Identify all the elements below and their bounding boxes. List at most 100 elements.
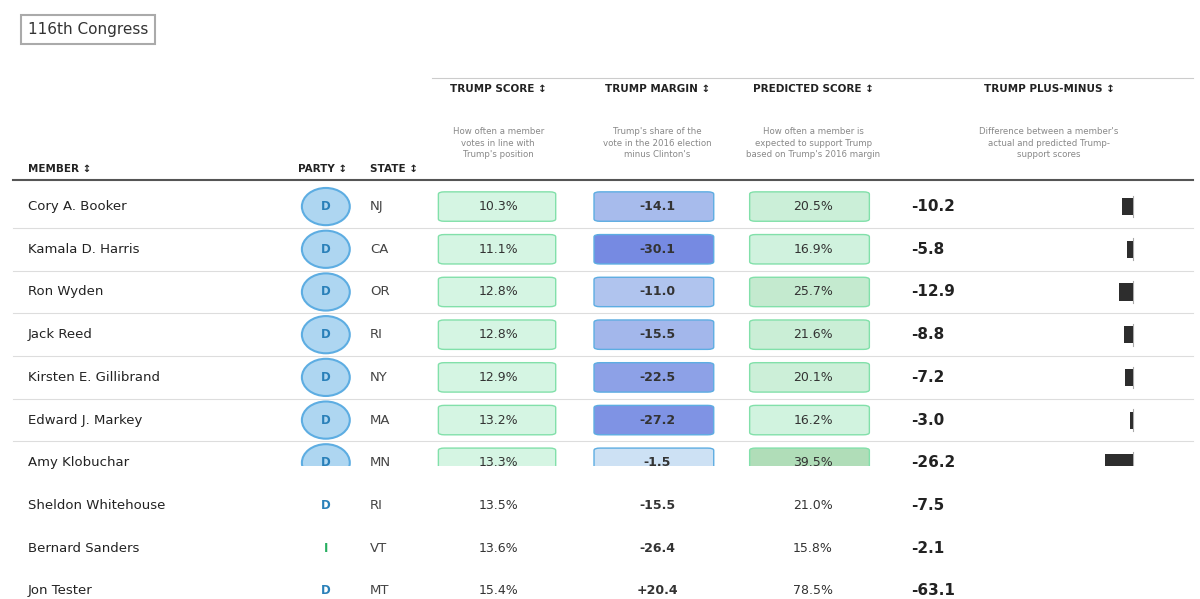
Text: VT: VT (370, 541, 388, 555)
Text: -15.5: -15.5 (640, 328, 676, 341)
Text: -26.4: -26.4 (640, 541, 676, 555)
Text: 15.8%: 15.8% (793, 541, 833, 555)
FancyBboxPatch shape (438, 406, 556, 435)
Text: PARTY ↕: PARTY ↕ (299, 164, 348, 174)
Text: D: D (320, 243, 331, 256)
Text: -5.8: -5.8 (911, 242, 944, 257)
Ellipse shape (302, 487, 349, 524)
Text: -11.0: -11.0 (640, 286, 676, 298)
FancyBboxPatch shape (438, 491, 556, 520)
Text: 13.2%: 13.2% (479, 413, 518, 426)
Text: 20.1%: 20.1% (793, 371, 833, 384)
Text: CA: CA (370, 243, 389, 256)
Text: 21.6%: 21.6% (793, 328, 833, 341)
Text: -30.1: -30.1 (640, 243, 676, 256)
Text: -3.0: -3.0 (911, 413, 944, 428)
FancyBboxPatch shape (438, 534, 556, 563)
FancyBboxPatch shape (438, 192, 556, 221)
Text: 13.3%: 13.3% (479, 456, 518, 469)
Text: -12.9: -12.9 (911, 285, 955, 300)
Text: +20.4: +20.4 (637, 585, 678, 597)
Text: D: D (320, 371, 331, 384)
FancyBboxPatch shape (750, 448, 869, 477)
Text: MEMBER ↕: MEMBER ↕ (28, 164, 91, 174)
FancyBboxPatch shape (1067, 582, 1133, 599)
Text: 25.7%: 25.7% (793, 286, 833, 298)
FancyBboxPatch shape (594, 534, 714, 563)
Text: D: D (320, 413, 331, 426)
Text: D: D (320, 499, 331, 512)
Text: Cory A. Booker: Cory A. Booker (28, 200, 126, 213)
Text: -10.2: -10.2 (911, 199, 955, 214)
FancyBboxPatch shape (1122, 198, 1133, 215)
FancyBboxPatch shape (750, 491, 869, 520)
FancyBboxPatch shape (1130, 540, 1133, 556)
FancyBboxPatch shape (1123, 326, 1133, 343)
FancyBboxPatch shape (750, 192, 869, 221)
Text: -26.2: -26.2 (911, 455, 955, 470)
FancyBboxPatch shape (750, 320, 869, 349)
Text: 21.0%: 21.0% (793, 499, 833, 512)
FancyBboxPatch shape (1126, 369, 1133, 386)
Text: -22.5: -22.5 (640, 371, 676, 384)
Text: D: D (320, 456, 331, 469)
Ellipse shape (302, 530, 349, 567)
FancyBboxPatch shape (750, 362, 869, 392)
FancyBboxPatch shape (1127, 241, 1133, 258)
Text: NJ: NJ (370, 200, 384, 213)
FancyBboxPatch shape (438, 576, 556, 599)
Text: 10.3%: 10.3% (479, 200, 518, 213)
Text: How often a member is
expected to support Trump
based on Trump's 2016 margin: How often a member is expected to suppor… (746, 127, 880, 159)
Text: 16.2%: 16.2% (793, 413, 833, 426)
Text: D: D (320, 200, 331, 213)
FancyBboxPatch shape (594, 277, 714, 307)
Ellipse shape (302, 572, 349, 599)
Text: 12.9%: 12.9% (479, 371, 518, 384)
Text: D: D (320, 286, 331, 298)
Text: TRUMP MARGIN ↕: TRUMP MARGIN ↕ (605, 84, 710, 94)
Text: -63.1: -63.1 (911, 583, 955, 598)
Text: -14.1: -14.1 (640, 200, 676, 213)
FancyBboxPatch shape (594, 448, 714, 477)
Text: 39.5%: 39.5% (793, 456, 833, 469)
Text: 13.5%: 13.5% (479, 499, 518, 512)
Text: -1.5: -1.5 (643, 456, 671, 469)
Text: 11.1%: 11.1% (479, 243, 518, 256)
Text: 116th Congress: 116th Congress (28, 22, 148, 37)
Text: MT: MT (370, 585, 390, 597)
Text: 78.5%: 78.5% (793, 585, 833, 597)
Text: 12.8%: 12.8% (479, 328, 518, 341)
Text: -8.8: -8.8 (911, 327, 944, 342)
Text: 12.8%: 12.8% (479, 286, 518, 298)
Text: STATE ↕: STATE ↕ (370, 164, 418, 174)
FancyBboxPatch shape (438, 320, 556, 349)
Text: 16.9%: 16.9% (793, 243, 833, 256)
Text: -15.5: -15.5 (640, 499, 676, 512)
Text: PREDICTED SCORE ↕: PREDICTED SCORE ↕ (752, 84, 874, 94)
Text: 15.4%: 15.4% (479, 585, 518, 597)
Text: -7.2: -7.2 (911, 370, 944, 385)
Ellipse shape (302, 188, 349, 225)
Ellipse shape (302, 316, 349, 353)
FancyBboxPatch shape (1129, 412, 1133, 429)
Text: D: D (320, 585, 331, 597)
Text: How often a member
votes in line with
Trump's position: How often a member votes in line with Tr… (452, 127, 544, 159)
Text: Edward J. Markey: Edward J. Markey (28, 413, 142, 426)
Text: Kamala D. Harris: Kamala D. Harris (28, 243, 139, 256)
FancyBboxPatch shape (1105, 454, 1133, 471)
Text: -7.5: -7.5 (911, 498, 944, 513)
FancyBboxPatch shape (438, 277, 556, 307)
FancyBboxPatch shape (1124, 497, 1133, 514)
Text: TRUMP PLUS-MINUS ↕: TRUMP PLUS-MINUS ↕ (984, 84, 1115, 94)
Text: 13.6%: 13.6% (479, 541, 518, 555)
Text: Difference between a member's
actual and predicted Trump-
support scores: Difference between a member's actual and… (979, 127, 1118, 159)
FancyBboxPatch shape (750, 235, 869, 264)
Text: Amy Klobuchar: Amy Klobuchar (28, 456, 128, 469)
Text: Trump's share of the
vote in the 2016 election
minus Clinton's: Trump's share of the vote in the 2016 el… (604, 127, 712, 159)
Text: MN: MN (370, 456, 391, 469)
Text: -27.2: -27.2 (640, 413, 676, 426)
FancyBboxPatch shape (594, 491, 714, 520)
Ellipse shape (302, 359, 349, 396)
Text: RI: RI (370, 499, 383, 512)
Text: -2.1: -2.1 (911, 541, 944, 556)
